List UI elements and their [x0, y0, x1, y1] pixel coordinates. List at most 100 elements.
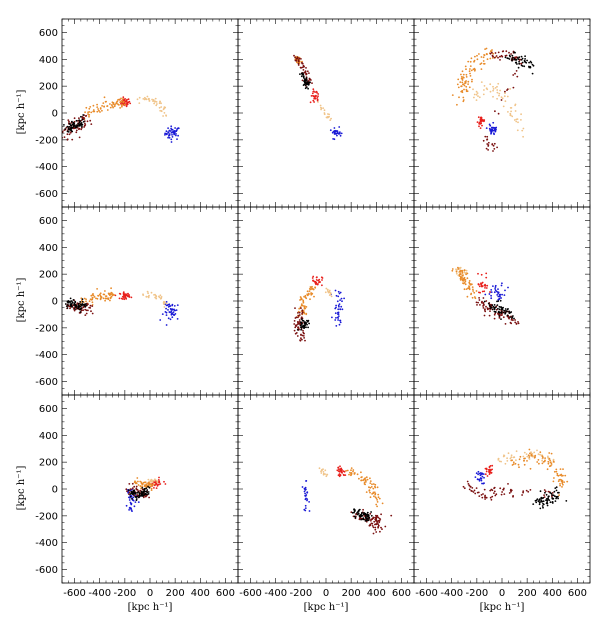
data-point: [536, 498, 539, 500]
data-point: [305, 86, 308, 88]
data-point: [150, 479, 153, 481]
data-point: [509, 88, 511, 90]
data-point: [474, 476, 477, 478]
data-point: [89, 119, 92, 122]
data-point: [375, 503, 378, 506]
data-point: [517, 463, 520, 466]
data-point: [343, 474, 345, 477]
x-tick-label: 0: [499, 588, 505, 599]
data-point: [162, 115, 165, 117]
data-point: [384, 525, 387, 528]
data-point: [339, 465, 341, 468]
data-point: [155, 482, 158, 485]
data-point: [462, 280, 465, 282]
data-point: [364, 483, 366, 486]
data-point: [485, 287, 488, 289]
data-point: [518, 466, 520, 469]
data-point: [370, 519, 372, 522]
data-point: [501, 293, 503, 296]
data-point: [484, 473, 487, 476]
data-point: [158, 295, 160, 298]
data-point: [335, 325, 338, 327]
data-point: [503, 454, 505, 457]
data-point: [125, 105, 128, 108]
data-point: [532, 64, 535, 67]
data-point: [296, 328, 299, 331]
data-point: [363, 512, 365, 514]
data-point: [300, 58, 302, 60]
data-point: [66, 307, 69, 309]
data-point: [295, 332, 298, 334]
data-point: [174, 313, 177, 315]
data-point: [124, 104, 126, 106]
data-point: [510, 53, 512, 55]
data-point: [78, 117, 80, 120]
data-point: [501, 282, 503, 285]
data-point: [304, 82, 307, 84]
points-group: [125, 476, 167, 512]
data-point: [165, 130, 168, 133]
data-point: [494, 289, 497, 292]
data-point: [325, 287, 328, 290]
data-point: [358, 477, 360, 480]
data-point: [336, 131, 339, 134]
data-point: [491, 55, 494, 57]
data-point: [173, 133, 176, 136]
data-point: [514, 319, 516, 321]
y-tick-label: 600: [39, 216, 58, 227]
data-point: [492, 85, 494, 88]
data-point: [91, 298, 94, 301]
data-point: [497, 82, 500, 85]
panel-frame: [413, 18, 591, 208]
data-point: [329, 292, 332, 295]
data-point: [372, 487, 375, 490]
data-point: [337, 474, 340, 477]
data-point: [133, 485, 136, 488]
data-point: [89, 304, 92, 307]
data-point: [504, 56, 507, 59]
data-point: [483, 476, 485, 479]
data-point: [300, 66, 302, 69]
data-point: [529, 452, 531, 455]
data-point: [380, 526, 382, 529]
data-point: [168, 136, 171, 139]
data-point: [293, 320, 296, 322]
data-point: [323, 109, 326, 112]
data-point: [548, 452, 551, 454]
data-point: [390, 514, 393, 517]
data-point: [506, 89, 508, 91]
data-point: [562, 474, 564, 477]
data-point: [369, 480, 372, 482]
data-point: [507, 452, 510, 455]
data-point: [490, 131, 493, 134]
data-point: [73, 304, 75, 306]
data-point: [496, 85, 498, 88]
data-point: [73, 120, 76, 123]
data-point: [377, 493, 380, 496]
data-point: [71, 120, 73, 123]
data-point: [77, 304, 80, 307]
data-point: [104, 290, 106, 292]
data-point: [475, 301, 478, 304]
panel-r0-c1: [237, 18, 415, 208]
data-point: [373, 495, 375, 498]
data-point: [498, 297, 501, 300]
data-point: [146, 290, 149, 293]
axis-labels-layer: [kpc h⁻¹] [kpc h⁻¹] [kpc h⁻¹] [kpc h⁻¹] …: [16, 90, 524, 613]
y-tick-label: -200: [35, 323, 58, 334]
data-point: [529, 467, 532, 470]
data-point: [492, 150, 494, 152]
data-point: [328, 289, 331, 292]
data-point: [345, 469, 347, 472]
data-point: [72, 127, 75, 130]
data-point: [493, 56, 496, 59]
data-point: [484, 283, 486, 286]
data-point: [339, 319, 341, 322]
data-point: [142, 490, 145, 493]
data-point: [302, 299, 305, 302]
data-point: [497, 300, 500, 302]
data-point: [167, 127, 170, 129]
data-point: [170, 127, 173, 130]
data-point: [82, 114, 85, 116]
data-point: [350, 511, 353, 514]
